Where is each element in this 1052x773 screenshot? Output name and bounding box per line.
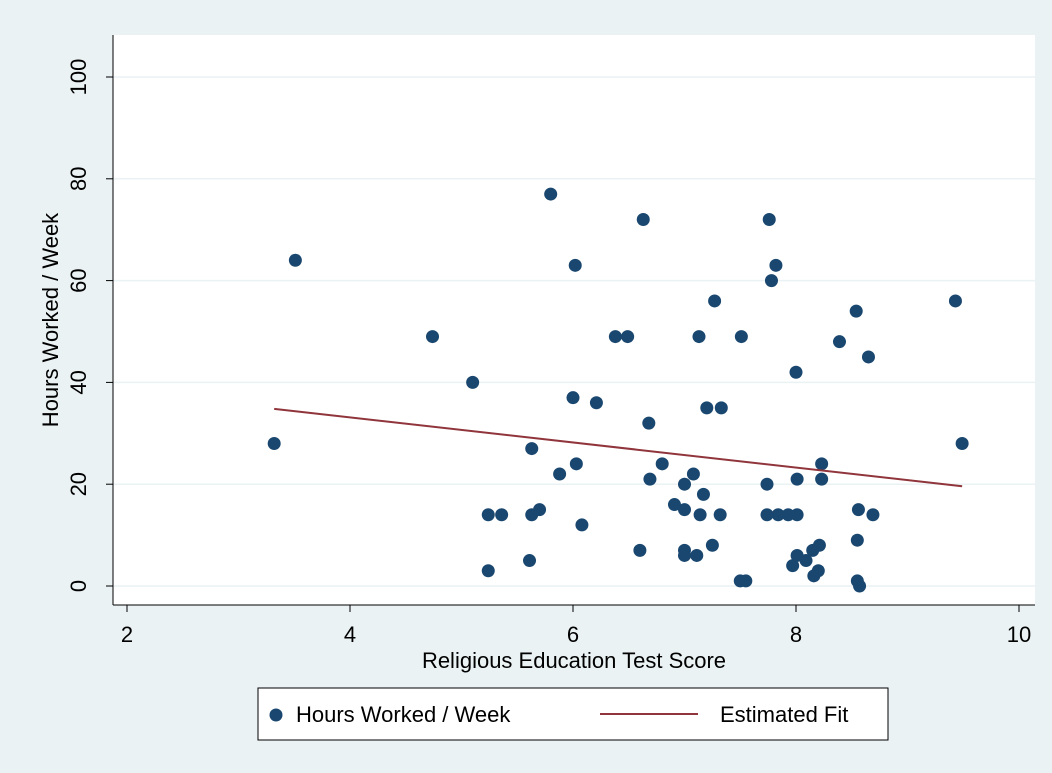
point [267,436,281,450]
point [769,258,783,272]
point [608,330,622,344]
point [955,436,969,450]
point [713,508,727,522]
point [481,564,495,578]
x-tick-label: 8 [790,622,802,647]
plot-area [113,35,1035,605]
x-tick-label: 2 [121,622,133,647]
point [786,559,800,573]
point [705,538,719,552]
point [426,330,440,344]
point [544,187,558,201]
y-tick-label: 40 [66,370,91,394]
x-tick-label: 4 [344,622,356,647]
x-axis-label: Religious Education Test Score [422,648,726,673]
point [575,518,589,532]
point [693,508,707,522]
point [569,457,583,471]
point [655,457,669,471]
point [568,258,582,272]
legend-items: Hours Worked / Week Estimated Fit [269,702,848,727]
point [815,457,829,471]
y-tick-label: 60 [66,268,91,292]
point [690,548,704,562]
point [849,304,863,318]
point [523,554,537,568]
point [866,508,880,522]
point [734,330,748,344]
point [566,391,580,405]
point [790,472,804,486]
point [760,477,774,491]
point [621,330,635,344]
x-tick-label: 6 [567,622,579,647]
point [678,548,691,562]
point [481,508,495,522]
point [739,574,753,588]
x-tick-label: 10 [1007,622,1031,647]
point [790,508,804,522]
point [948,294,962,308]
point [811,564,825,578]
point [636,213,650,227]
point [815,472,829,486]
point [642,416,656,430]
legend-symbol [269,708,283,722]
point [850,533,864,547]
point [553,467,567,481]
point [667,498,681,512]
point [708,294,722,308]
point [771,508,785,522]
grid [113,76,1035,587]
y-tick-label: 0 [66,580,91,592]
y-tick-label: 20 [66,472,91,496]
point [851,503,865,517]
point [288,253,302,267]
point [799,554,813,568]
point [686,467,700,481]
point [692,330,706,344]
point [760,508,774,522]
point [700,401,714,415]
point [633,543,647,557]
point [525,442,539,456]
y-tick-label: 100 [66,59,91,96]
point [678,503,691,517]
point [696,487,710,501]
point [789,365,803,379]
marks [267,187,969,593]
point [861,350,875,364]
legend [257,687,889,741]
point [589,396,603,410]
point [812,538,826,552]
point [466,375,480,389]
point [762,213,776,227]
fit-line [274,407,963,488]
point [764,274,778,288]
point [643,472,657,486]
point [495,508,509,522]
legend-label: Estimated Fit [720,702,848,727]
point [714,401,728,415]
point [533,503,547,517]
point [832,335,846,349]
legend-label: Hours Worked / Week [296,702,511,727]
y-tick-label: 80 [66,167,91,191]
point [781,508,795,522]
point [678,477,691,491]
point [853,579,867,593]
y-axis-label: Hours Worked / Week [38,212,63,427]
